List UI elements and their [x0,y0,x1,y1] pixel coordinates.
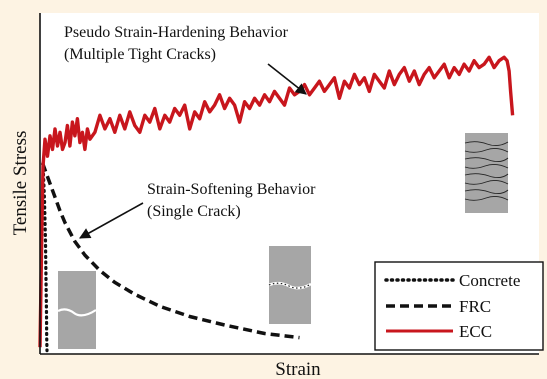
series-line-ecc [38,55,515,348]
annotation-line: Strain-Softening Behavior [147,181,316,198]
crack [464,195,509,201]
crack [464,147,509,153]
annotation-line: (Multiple Tight Cracks) [64,46,216,63]
legend-label-ecc: ECC [459,322,492,341]
crack [464,163,509,169]
legend-label-frc: FRC [459,297,491,316]
crack-bridging-fibers [268,282,312,289]
annotation-hardening: Pseudo Strain-Hardening Behavior (Multip… [64,24,307,95]
annotation-arrow [267,63,307,95]
crack [464,189,509,195]
specimen-multiple-cracks-ecc [464,133,509,213]
annotation-line: (Single Crack) [147,203,241,220]
annotation-softening: Strain-Softening Behavior (Single Crack) [79,181,316,239]
crack [464,173,509,179]
crack [464,157,509,163]
crack [464,141,509,147]
series-layer [38,55,515,353]
annotation-line: Pseudo Strain-Hardening Behavior [64,24,289,41]
single-crack [57,308,97,317]
legend: Concrete FRC ECC [374,261,544,351]
specimen-single-crack-frc [268,246,312,324]
specimen-block [269,246,311,324]
specimen-block [465,133,508,213]
specimen-single-crack-concrete [57,271,97,349]
legend-label-concrete: Concrete [459,271,520,290]
series-line-concrete [41,161,49,353]
crack [464,179,509,185]
y-axis-label: Tensile Stress [10,131,31,236]
x-axis-label: Strain [275,359,321,379]
annotation-arrow [79,202,144,239]
series-line-frc [40,162,300,340]
